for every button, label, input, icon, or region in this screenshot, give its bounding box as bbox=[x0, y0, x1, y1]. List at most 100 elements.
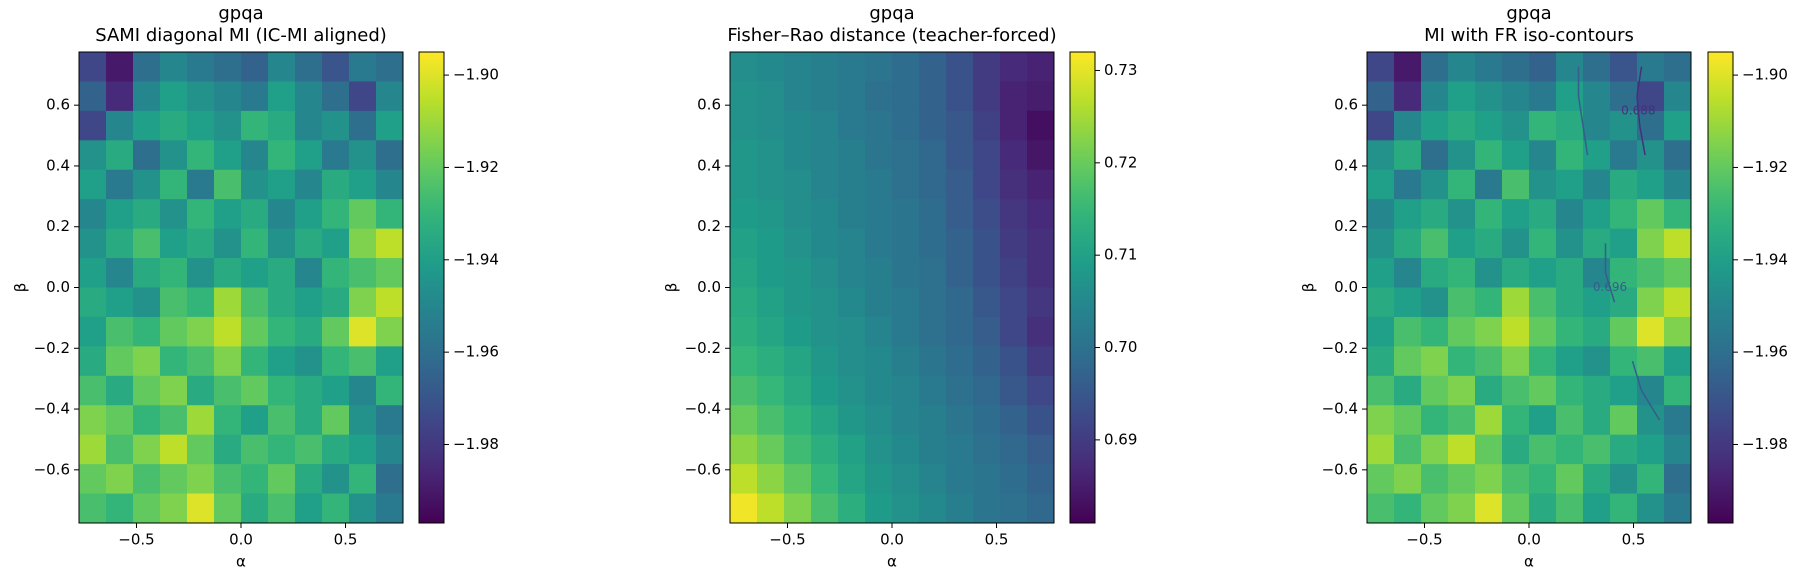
heatmap-cell bbox=[349, 434, 377, 465]
heatmap-cell bbox=[1664, 110, 1692, 141]
heatmap-cell bbox=[1475, 140, 1503, 171]
heatmap-cell bbox=[1556, 375, 1584, 406]
heatmap-cell bbox=[1529, 434, 1557, 465]
heatmap-cell bbox=[757, 287, 785, 318]
heatmap-cell bbox=[838, 464, 866, 495]
heatmap-cell bbox=[1027, 316, 1055, 347]
heatmap-cell bbox=[784, 110, 812, 141]
heatmap-cell bbox=[919, 228, 947, 259]
heatmap-cell bbox=[730, 140, 758, 171]
heatmap-cell bbox=[1583, 81, 1611, 112]
heatmap-cell bbox=[1529, 405, 1557, 436]
heatmap-cell bbox=[214, 169, 242, 200]
y-tick-label: 0.2 bbox=[1334, 217, 1358, 235]
heatmap-cell bbox=[1502, 493, 1530, 524]
contour-line bbox=[1636, 66, 1643, 97]
heatmap-cell bbox=[133, 110, 161, 141]
heatmap-cell bbox=[1027, 52, 1055, 82]
heatmap-cell bbox=[1637, 434, 1665, 465]
heatmap-cell bbox=[1637, 258, 1665, 288]
heatmap-cell bbox=[838, 375, 866, 406]
y-tick-label: −0.6 bbox=[685, 460, 721, 478]
heatmap-cell bbox=[79, 228, 107, 259]
heatmap-cell bbox=[1556, 110, 1584, 141]
heatmap-cell bbox=[784, 434, 812, 465]
heatmap-cell bbox=[133, 169, 161, 200]
heatmap-cell bbox=[946, 434, 974, 465]
heatmap-cell bbox=[376, 199, 404, 230]
heatmap-cell bbox=[892, 228, 920, 259]
heatmap-cell bbox=[1027, 434, 1055, 465]
heatmap-cell bbox=[376, 375, 404, 406]
heatmap-cell bbox=[160, 81, 188, 112]
heatmap-cell bbox=[811, 375, 839, 406]
heatmap-cell bbox=[919, 316, 947, 347]
heatmap-cell bbox=[865, 110, 893, 141]
heatmap-cell bbox=[973, 258, 1001, 288]
heatmap-cell bbox=[1556, 228, 1584, 259]
heatmap-cell bbox=[1448, 434, 1476, 465]
heatmap-cell bbox=[730, 199, 758, 230]
heatmap-cell bbox=[1000, 493, 1028, 524]
heatmap-cell bbox=[1583, 169, 1611, 200]
heatmap-cell bbox=[349, 258, 377, 288]
heatmap-cell bbox=[1475, 199, 1503, 230]
heatmap-cell bbox=[268, 493, 296, 524]
heatmap-cell bbox=[784, 405, 812, 436]
heatmap-cell bbox=[295, 52, 323, 82]
heatmap-cell bbox=[784, 52, 812, 82]
heatmap-cell bbox=[322, 81, 350, 112]
heatmap-cell bbox=[1664, 52, 1692, 82]
heatmap-cell bbox=[1448, 316, 1476, 347]
heatmap-cell bbox=[784, 81, 812, 112]
heatmap-cell bbox=[1583, 110, 1611, 141]
heatmap-cell bbox=[79, 81, 107, 112]
heatmap-cell bbox=[973, 140, 1001, 171]
heatmap-cell bbox=[838, 258, 866, 288]
heatmap-cell bbox=[1664, 405, 1692, 436]
heatmap-cell bbox=[1583, 52, 1611, 82]
heatmap-cell bbox=[1556, 199, 1584, 230]
heatmap-cell bbox=[1000, 464, 1028, 495]
heatmap-cell bbox=[106, 81, 134, 112]
heatmap-cell bbox=[1421, 169, 1449, 200]
heatmap-cell bbox=[784, 346, 812, 377]
heatmap-cell bbox=[376, 316, 404, 347]
heatmap-cell bbox=[1502, 228, 1530, 259]
heatmap-cell bbox=[133, 140, 161, 171]
heatmap-cell bbox=[322, 199, 350, 230]
heatmap-cell bbox=[322, 287, 350, 318]
heatmap-cell bbox=[1583, 287, 1611, 318]
heatmap-cell bbox=[865, 434, 893, 465]
heatmap-cell bbox=[1610, 375, 1638, 406]
y-tick-label: 0.0 bbox=[697, 278, 721, 296]
heatmap-cell bbox=[1664, 375, 1692, 406]
heatmap-cell bbox=[1421, 405, 1449, 436]
heatmap-cell bbox=[838, 287, 866, 318]
heatmap-cell bbox=[187, 316, 215, 347]
contour-line bbox=[1604, 272, 1616, 303]
heatmap-cell bbox=[295, 228, 323, 259]
heatmap-cell bbox=[919, 493, 947, 524]
heatmap-cell bbox=[973, 199, 1001, 230]
y-tick-label: 0.6 bbox=[46, 96, 70, 114]
heatmap-cell bbox=[946, 199, 974, 230]
heatmap-cell bbox=[1475, 169, 1503, 200]
heatmap-cell bbox=[106, 316, 134, 347]
heatmap-cell bbox=[1556, 346, 1584, 377]
heatmap-cell bbox=[892, 140, 920, 171]
heatmap-cell bbox=[1448, 52, 1476, 82]
heatmap-cell bbox=[919, 140, 947, 171]
heatmap-cell bbox=[892, 346, 920, 377]
heatmap-cell bbox=[1027, 169, 1055, 200]
heatmap-cell bbox=[241, 405, 269, 436]
y-axis-label: β bbox=[12, 283, 30, 293]
heatmap-cell bbox=[1448, 199, 1476, 230]
heatmap-cell bbox=[1637, 199, 1665, 230]
heatmap-cell bbox=[187, 52, 215, 82]
heatmap-cell bbox=[757, 228, 785, 259]
heatmap-cell bbox=[349, 346, 377, 377]
heatmap-cell bbox=[1502, 346, 1530, 377]
heatmap-cell bbox=[1610, 199, 1638, 230]
heatmap-cell bbox=[730, 316, 758, 347]
